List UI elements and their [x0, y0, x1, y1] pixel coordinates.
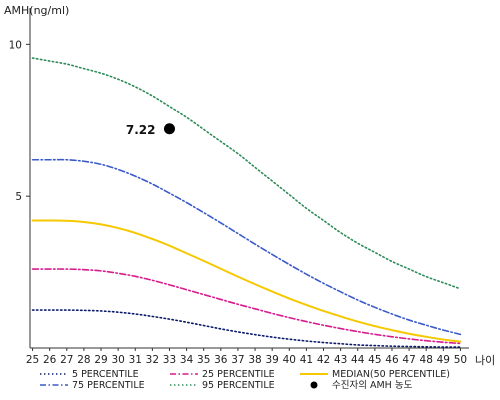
x-tick-label: 41 — [300, 354, 313, 366]
x-tick-label: 31 — [129, 354, 142, 366]
x-tick-label: 25 — [26, 354, 39, 366]
series-line-3 — [31, 158, 462, 336]
patient-amh-point — [163, 123, 175, 135]
legend-label-4: MEDIAN(50 PERCENTILE) — [332, 369, 450, 380]
x-tick-label: 35 — [197, 354, 210, 366]
x-tick-label: 27 — [60, 354, 73, 366]
x-tick-label: 50 — [454, 354, 467, 366]
y-tick-label: 10 — [9, 39, 22, 51]
legend-marker-label: 수진자의 AMH 농도 — [332, 380, 413, 391]
x-tick-label: 32 — [146, 354, 159, 366]
x-tick-label: 39 — [265, 354, 278, 366]
patient-amh-label: 7.22 — [126, 123, 156, 137]
x-tick-label: 44 — [351, 354, 365, 366]
x-tick-label: 49 — [437, 354, 450, 366]
y-tick-label: 5 — [15, 191, 22, 203]
x-tick-label: 36 — [214, 354, 228, 366]
x-tick-label: 33 — [163, 354, 176, 366]
x-tick-label: 30 — [111, 354, 124, 366]
legend-label-2: 25 PERCENTILE — [202, 369, 275, 380]
x-tick-label: 28 — [77, 354, 90, 366]
y-axis-label: AMH(ng/ml) — [4, 4, 69, 17]
x-tick-label: 42 — [317, 354, 330, 366]
x-tick-label: 38 — [248, 354, 261, 366]
x-tick-label: 34 — [180, 354, 194, 366]
series-lines — [31, 57, 462, 348]
x-tick-label: 43 — [334, 354, 347, 366]
series-line-0 — [31, 309, 462, 348]
x-tick-label: 37 — [231, 354, 244, 366]
legend-marker-swatch — [310, 381, 318, 389]
annotation-layer: 7.22 — [126, 123, 175, 137]
series-line-1 — [31, 268, 462, 345]
series-line-2 — [31, 219, 462, 343]
legend-label-3: 95 PERCENTILE — [202, 380, 275, 391]
legend-label-0: 5 PERCENTILE — [72, 369, 139, 380]
x-tick-label: 47 — [402, 354, 415, 366]
legend-label-1: 75 PERCENTILE — [72, 380, 145, 391]
x-tick-label: 26 — [43, 354, 57, 366]
x-tick-label: 45 — [368, 354, 381, 366]
x-axis-label: 나이 — [475, 354, 495, 367]
x-tick-label: 40 — [283, 354, 296, 366]
x-tick-label: 46 — [385, 354, 399, 366]
x-tick-label: 29 — [94, 354, 107, 366]
series-line-4 — [31, 57, 462, 290]
x-tick-label: 48 — [420, 354, 433, 366]
